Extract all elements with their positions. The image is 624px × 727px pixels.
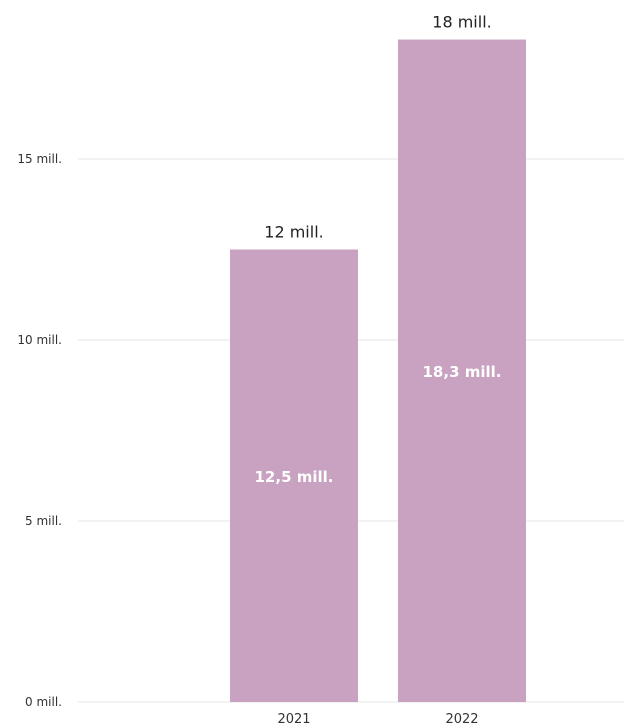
x-tick-label: 2021 <box>277 712 310 727</box>
x-axis-ticks: 2021 2022 <box>277 712 478 727</box>
y-axis-ticks: 0 mill. 5 mill. 10 mill. 15 mill. <box>17 152 62 709</box>
bar-top-label: 12 mill. <box>264 223 323 242</box>
bar <box>230 249 358 702</box>
y-tick-label: 10 mill. <box>17 333 62 347</box>
bar-value-label: 12,5 mill. <box>255 468 334 486</box>
bar <box>398 39 526 703</box>
y-tick-label: 0 mill. <box>25 695 62 709</box>
y-tick-label: 5 mill. <box>25 514 62 528</box>
data-labels: 12 mill. 12,5 mill. 18 mill. 18,3 mill. <box>255 13 502 486</box>
bars <box>230 39 526 703</box>
bar-value-label: 18,3 mill. <box>423 363 502 381</box>
bar-top-label: 18 mill. <box>432 13 491 32</box>
x-tick-label: 2022 <box>445 712 478 727</box>
y-tick-label: 15 mill. <box>17 152 62 166</box>
